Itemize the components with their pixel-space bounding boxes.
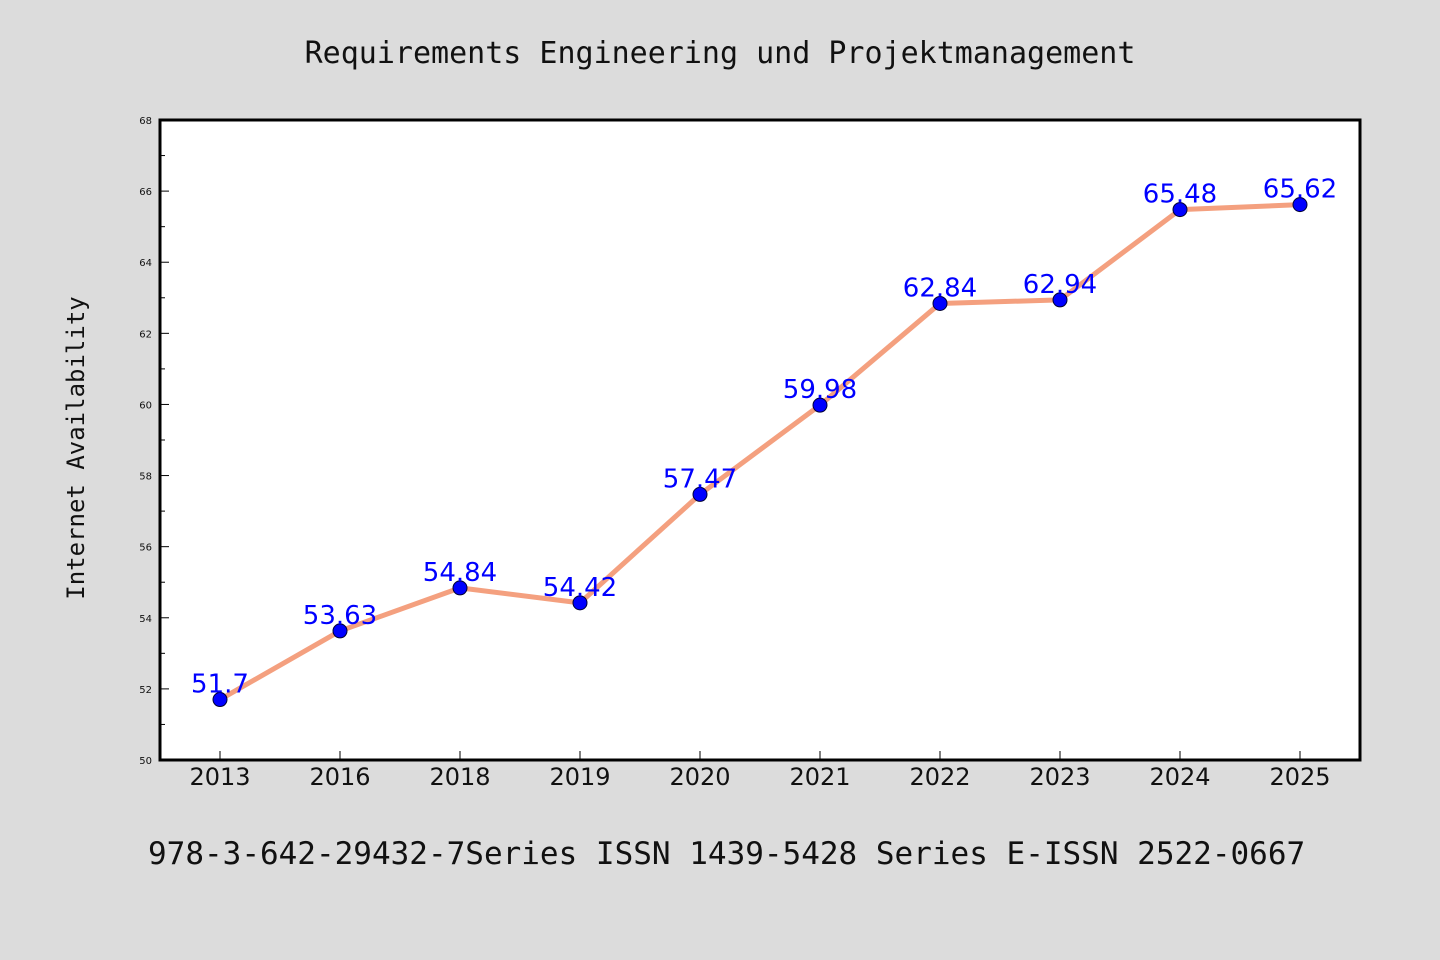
x-tick-label: 2013	[189, 763, 250, 791]
x-tick-label: 2019	[549, 763, 610, 791]
data-point	[572, 595, 588, 611]
data-point	[932, 295, 948, 311]
data-point	[1172, 202, 1188, 218]
data-label: 54.42	[543, 573, 617, 603]
y-tick-label: 50	[139, 756, 152, 767]
x-tick-label: 2024	[1149, 763, 1210, 791]
data-point	[452, 580, 468, 596]
data-label: 62.94	[1023, 270, 1097, 300]
data-point	[692, 486, 708, 502]
data-label: 59.98	[783, 375, 857, 405]
y-tick-label: 64	[139, 258, 152, 269]
y-tick-label: 60	[139, 400, 152, 411]
data-labels: 51.7 53.63 54.84 54.42 57.47 59.98 62.84 62.94 6…	[191, 175, 1337, 700]
data-point	[212, 692, 228, 708]
x-tick-label: 2025	[1269, 763, 1330, 791]
y-tick-label: 62	[139, 329, 152, 340]
chart-title: Requirements Engineering und Projektmana…	[305, 36, 1136, 71]
x-tick-label: 2018	[429, 763, 490, 791]
data-point	[812, 397, 828, 413]
data-label: 62.84	[903, 273, 977, 303]
data-label: 53.63	[303, 601, 377, 631]
y-tick-label: 56	[139, 543, 152, 554]
y-tick-label: 68	[139, 116, 152, 127]
x-tick-label: 2020	[669, 763, 730, 791]
data-label: 54.84	[423, 558, 497, 588]
data-point	[1052, 292, 1068, 308]
y-tick-label: 66	[139, 187, 152, 198]
data-label: 65.62	[1263, 175, 1337, 205]
data-label: 51.7	[191, 670, 249, 700]
data-point	[1292, 197, 1308, 213]
data-label: 65.48	[1143, 180, 1217, 210]
y-tick-label: 58	[139, 472, 152, 483]
y-axis-label: Internet Availability	[62, 296, 90, 599]
data-label: 57.47	[663, 464, 737, 494]
y-tick-label: 54	[139, 614, 152, 625]
footer-isbn-text: 978-3-642-29432-7Series ISSN 1439-5428 S…	[148, 836, 1305, 872]
series-line	[218, 202, 1301, 702]
x-axis: 2013 2016 2018 2019 2020 2021 2022 2023 2024 2025	[189, 751, 1331, 791]
data-markers	[212, 197, 1308, 708]
y-axis: 50 52 54 56 58 60 62 64 66 68	[139, 116, 169, 767]
x-tick-label: 2021	[789, 763, 850, 791]
x-tick-label: 2016	[309, 763, 370, 791]
data-point	[332, 623, 348, 639]
y-tick-label: 52	[139, 685, 152, 696]
x-tick-label: 2023	[1029, 763, 1090, 791]
x-tick-label: 2022	[909, 763, 970, 791]
